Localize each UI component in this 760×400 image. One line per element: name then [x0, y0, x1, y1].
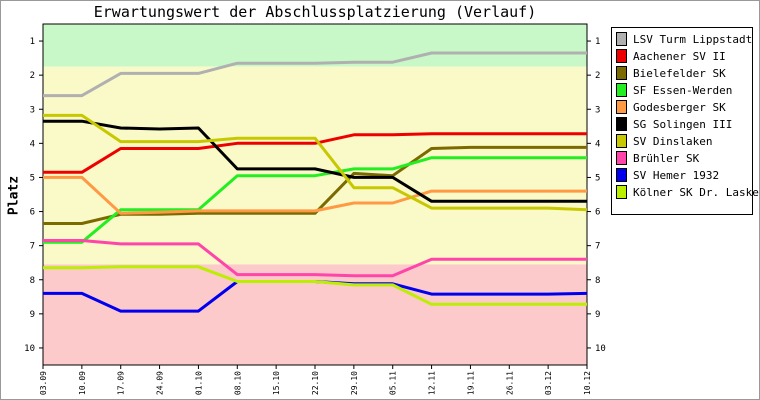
series-line-6: [43, 119, 587, 203]
series-line-1: [43, 51, 587, 98]
y-tick-label: 2: [30, 71, 35, 81]
legend-swatch: [616, 117, 627, 131]
legend-item: Godesberger SK: [616, 100, 726, 114]
legend-swatch: [616, 49, 627, 63]
legend-label: LSV Turm Lippstadt: [633, 32, 753, 46]
background-band-1: [43, 24, 587, 67]
legend-label: Bielefelder SK: [633, 66, 726, 80]
x-tick-label: 19.11: [466, 371, 475, 395]
legend-item: SG Solingen III: [616, 117, 732, 131]
background-band-2: [43, 66, 587, 265]
x-tick-label: 10.09: [78, 371, 87, 395]
y-tick-label-right: 1: [595, 37, 600, 47]
series-line-4: [43, 156, 587, 244]
axes: 1 1 2 2 3 3 4 4 5 5 6 6 7 7 8 8 9 9 10 10 03.09 10.09 17.09 24.…: [24, 37, 606, 395]
y-tick-label: 3: [30, 105, 35, 115]
series-line-10: [43, 265, 587, 306]
x-tick-label: 29.10: [350, 371, 359, 395]
legend-item: Brühler SK: [616, 151, 699, 165]
legend-label: SV Dinslaken: [633, 134, 713, 148]
y-tick-label-right: 6: [595, 208, 600, 218]
x-tick-label: 01.10: [194, 371, 203, 395]
y-tick-label-right: 10: [595, 344, 606, 354]
background-band-3: [43, 264, 587, 365]
legend-label: Godesberger SK: [633, 100, 726, 114]
x-tick-label: 22.10: [311, 371, 320, 395]
x-tick-label: 26.11: [505, 371, 514, 395]
series-line-5: [43, 175, 587, 215]
y-tick-label-right: 2: [595, 71, 600, 81]
y-tick-label-right: 7: [595, 242, 600, 252]
series-line-2: [43, 132, 587, 174]
y-tick-label: 1: [30, 37, 35, 47]
legend-label: SV Hemer 1932: [633, 168, 720, 182]
legend-swatch: [616, 168, 627, 182]
legend-swatch: [616, 100, 627, 114]
legend-item: Aachener SV II: [616, 49, 726, 63]
y-tick-label: 4: [30, 139, 35, 149]
legend-item: SV Hemer 1932: [616, 168, 719, 182]
y-tick-label: 6: [30, 208, 35, 218]
x-tick-label: 17.09: [117, 371, 126, 395]
y-tick-label: 8: [30, 276, 35, 286]
x-tick-label: 05.11: [389, 371, 398, 395]
legend-swatch: [616, 32, 627, 46]
legend-item: Bielefelder SK: [616, 66, 726, 80]
legend-swatch: [616, 134, 627, 148]
legend-label: Brühler SK: [633, 151, 700, 165]
legend: LSV Turm Lippstadt Aachener SV II Bielefel…: [611, 27, 760, 215]
y-tick-label-right: 8: [595, 276, 600, 286]
x-tick-label: 12.11: [428, 371, 437, 395]
chart-title: Erwartungswert der Abschlussplatzierung …: [93, 3, 537, 21]
y-tick-label-right: 9: [595, 310, 600, 320]
x-tick-label: 24.09: [156, 371, 165, 395]
y-tick-label-right: 4: [595, 139, 600, 149]
legend-label: SG Solingen III: [633, 117, 733, 131]
legend-label: SF Essen-Werden: [633, 83, 733, 97]
legend-label: Kölner SK Dr. Lasker: [633, 185, 760, 199]
y-tick-label-right: 5: [595, 173, 600, 183]
series-line-8: [43, 239, 587, 278]
legend-swatch: [616, 83, 627, 97]
y-tick-label: 5: [30, 173, 35, 183]
legend-item: SF Essen-Werden: [616, 83, 732, 97]
x-tick-label: 03.12: [544, 371, 553, 395]
series-lines: [43, 51, 588, 313]
y-tick-label: 10: [24, 344, 35, 354]
background-bands: [43, 24, 587, 365]
x-tick-label: 10.12: [583, 371, 592, 395]
legend-swatch: [616, 66, 627, 80]
series-line-7: [43, 113, 588, 212]
legend-item: SV Dinslaken: [616, 134, 712, 148]
legend-item: Kölner SK Dr. Lasker: [616, 185, 760, 199]
y-tick-label: 9: [30, 310, 35, 320]
legend-label: Aachener SV II: [633, 49, 726, 63]
x-tick-label: 03.09: [39, 371, 48, 395]
legend-swatch: [616, 151, 627, 165]
y-tick-label: 7: [30, 242, 35, 252]
y-tick-label-right: 3: [595, 105, 600, 115]
legend-item: LSV Turm Lippstadt: [616, 32, 752, 46]
legend-swatch: [616, 185, 627, 199]
x-tick-label: 08.10: [233, 371, 242, 395]
x-tick-label: 15.10: [272, 371, 281, 395]
